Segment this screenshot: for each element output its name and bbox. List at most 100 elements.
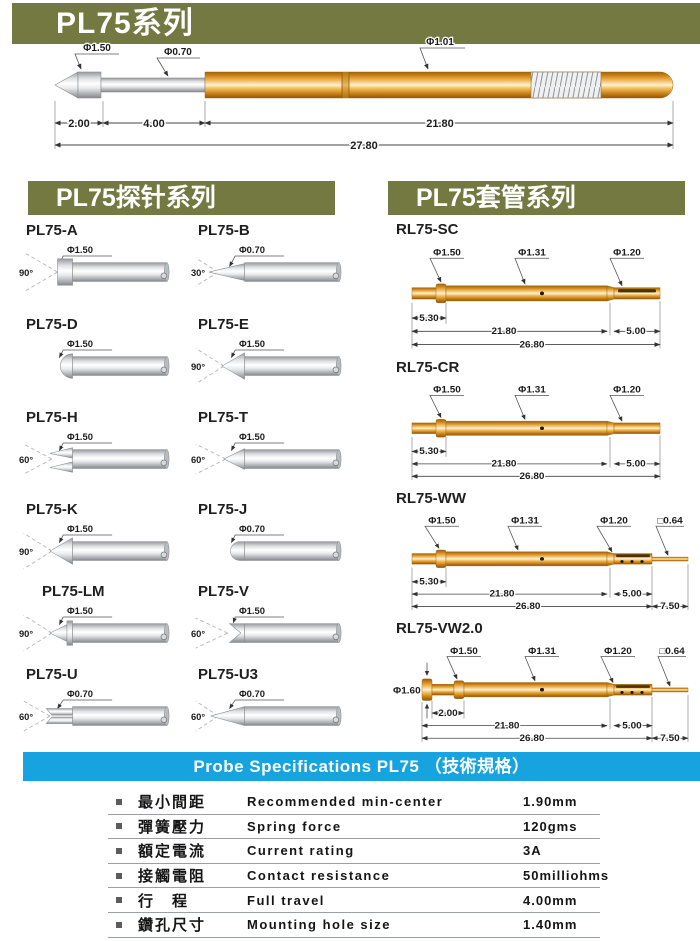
bullet-icon <box>116 872 122 879</box>
svg-text:Φ1.50: Φ1.50 <box>67 244 93 255</box>
probe-item-u3: PL75-U3 60° Φ0.70 <box>190 666 350 750</box>
svg-text:5.30: 5.30 <box>419 447 438 457</box>
probes-section-title: PL75探针系列 <box>56 184 216 212</box>
svg-text:21.80: 21.80 <box>491 326 517 337</box>
dim-dia-2: Φ0.70 <box>164 47 192 58</box>
sleeve-drawing-sc: Φ1.50 Φ1.31 Φ1.20 5.30 21.80 5.00 26.80 <box>411 246 661 352</box>
probe-item-a: PL75-A 90° Φ1.50 <box>18 222 178 306</box>
probe-head <box>77 71 102 99</box>
probe-item-j: PL75-J Φ0.70 <box>190 501 350 585</box>
barrel-knurl <box>530 71 602 99</box>
probe-item-b: PL75-B 30° Φ0.70 <box>190 222 350 306</box>
probe-row-2: PL75-D Φ1.50 PL75-E 90° Φ1.50 <box>18 316 362 400</box>
svg-text:Φ1.50: Φ1.50 <box>450 646 478 656</box>
dim-len-1: 2.00 <box>68 118 89 130</box>
probe-drawing-u: 60° Φ0.70 <box>18 687 170 732</box>
svg-text:Φ1.50: Φ1.50 <box>433 385 461 395</box>
bullet-icon <box>116 897 122 904</box>
barrel-groove <box>342 72 349 98</box>
svg-text:Φ0.70: Φ0.70 <box>67 688 93 699</box>
svg-text:21.80: 21.80 <box>490 588 515 598</box>
probe-drawing-h: 60° Φ1.50 <box>18 430 170 475</box>
svg-text:Φ0.70: Φ0.70 <box>239 244 265 255</box>
svg-text:21.80: 21.80 <box>492 459 517 469</box>
spec-table: 最小間距 Recommended min-center 1.90mm 彈簧壓力 … <box>108 790 608 938</box>
probe-item-k: PL75-K 90° Φ1.50 <box>18 501 178 585</box>
svg-text:Φ0.70: Φ0.70 <box>239 523 265 534</box>
svg-text:Φ1.31: Φ1.31 <box>518 385 546 395</box>
svg-text:Φ0.70: Φ0.70 <box>239 688 265 699</box>
svg-text:60°: 60° <box>19 454 33 465</box>
probe-label: PL75-LM <box>42 583 105 600</box>
svg-text:30°: 30° <box>191 267 205 278</box>
bullet-icon <box>116 823 122 830</box>
probe-drawing-e: 90° Φ1.50 <box>190 337 342 385</box>
dim-dia-3: Φ1.01 <box>426 37 454 48</box>
svg-text:60°: 60° <box>191 628 205 639</box>
spec-banner-title: Probe Specifications PL75 （技術規格） <box>193 757 530 776</box>
spec-value: 1.40mm <box>523 917 578 933</box>
spec-value: 120gms <box>523 818 578 834</box>
sleeve-label: RL75-CR <box>396 359 460 376</box>
svg-text:90°: 90° <box>19 267 33 278</box>
spec-row: 接觸電阻 Contact resistance 50milliohms <box>108 864 608 889</box>
probe-label: PL75-A <box>26 222 78 239</box>
probe-drawing-a: 90° Φ1.50 <box>18 243 170 293</box>
probe-label: PL75-K <box>26 501 78 518</box>
svg-text:7.50: 7.50 <box>660 601 679 611</box>
svg-text:60°: 60° <box>19 711 33 722</box>
probe-row-1: PL75-A 90° Φ1.50 PL75-B 30° Φ0.70 <box>18 222 362 306</box>
dim-len-3: 21.80 <box>426 118 454 130</box>
probe-label: PL75-H <box>26 409 78 426</box>
svg-text:60°: 60° <box>191 711 205 722</box>
spec-zh: 最小間距 <box>138 794 207 812</box>
sleeve-drawing-cr: Φ1.50 Φ1.31 Φ1.20 5.30 21.80 5.00 26.80 <box>411 384 661 483</box>
svg-text:Φ1.20: Φ1.20 <box>613 248 641 259</box>
probe-barrel <box>204 71 674 99</box>
sleeve-label: RL75-WW <box>396 490 466 507</box>
probe-label: PL75-D <box>26 316 78 333</box>
svg-text:26.80: 26.80 <box>519 733 544 743</box>
spec-zh: 行 程 <box>138 892 190 910</box>
svg-text:□0.64: □0.64 <box>657 515 683 525</box>
probe-drawing-lm: 90° Φ1.50 <box>18 604 170 652</box>
spec-row: 彈簧壓力 Spring force 120gms <box>108 815 600 840</box>
dim-dia-1: Φ1.50 <box>83 43 111 54</box>
bullet-icon <box>116 798 122 805</box>
probe-label: PL75-V <box>198 583 249 600</box>
spec-zh: 額定電流 <box>138 843 207 861</box>
spec-zh: 鑽孔尺寸 <box>138 917 207 935</box>
spec-row: 鑽孔尺寸 Mounting hole size 1.40mm <box>108 913 600 938</box>
svg-text:Φ1.50: Φ1.50 <box>428 515 456 525</box>
probe-item-t: PL75-T 60° Φ1.50 <box>190 409 350 493</box>
spec-en: Contact resistance <box>247 868 391 884</box>
svg-text:Φ1.20: Φ1.20 <box>613 385 641 395</box>
svg-text:Φ1.31: Φ1.31 <box>518 248 546 259</box>
bullet-icon <box>116 847 122 854</box>
svg-text:□0.64: □0.64 <box>659 646 685 656</box>
svg-text:Φ1.50: Φ1.50 <box>67 605 93 616</box>
probe-row-3: PL75-H 60° Φ1.50 PL75-T 60° Φ1.50 <box>18 409 362 493</box>
spec-zh: 彈簧壓力 <box>138 818 207 836</box>
spec-row: 額定電流 Current rating 3A <box>108 839 600 864</box>
probe-item-v: PL75-V 60° Φ1.50 <box>190 583 350 667</box>
probe-item-e: PL75-E 90° Φ1.50 <box>190 316 350 400</box>
svg-text:5.30: 5.30 <box>419 576 438 586</box>
sleeve-drawing-vw: Φ1.50 Φ1.31 Φ1.20 □0.64 Φ1.60 2.00 21.80… <box>392 645 689 745</box>
probe-item-d: PL75-D Φ1.50 <box>18 316 178 400</box>
probe-label: PL75-T <box>198 409 249 426</box>
probe-drawing-t: 60° Φ1.50 <box>190 430 342 475</box>
svg-text:Φ1.31: Φ1.31 <box>528 646 556 656</box>
svg-text:Φ1.60: Φ1.60 <box>393 686 421 696</box>
svg-text:Φ1.50: Φ1.50 <box>239 338 265 349</box>
dim-len-total: 27.80 <box>350 140 378 152</box>
probe-item-h: PL75-H 60° Φ1.50 <box>18 409 178 493</box>
spec-value: 3A <box>523 843 542 859</box>
dim-len-2: 4.00 <box>143 118 164 130</box>
svg-text:Φ1.50: Φ1.50 <box>239 605 265 616</box>
main-probe-drawing: Φ1.50 Φ0.70 Φ1.01 2.00 4.00 21.80 27.80 <box>54 36 674 154</box>
svg-text:Φ1.20: Φ1.20 <box>600 515 628 525</box>
probe-drawing-u3: 60° Φ0.70 <box>190 687 342 732</box>
probe-item-u: PL75-U 60° Φ0.70 <box>18 666 178 750</box>
svg-text:Φ1.50: Φ1.50 <box>67 431 93 442</box>
